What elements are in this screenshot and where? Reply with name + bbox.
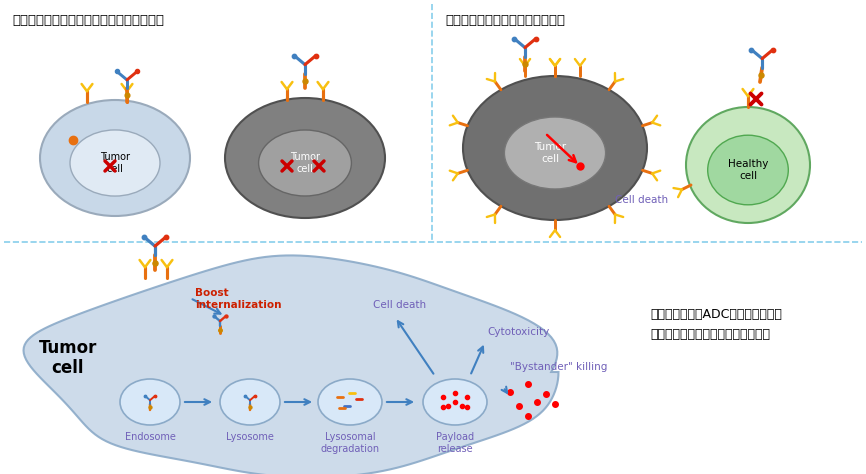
Ellipse shape	[40, 100, 190, 216]
Ellipse shape	[504, 117, 605, 189]
Ellipse shape	[708, 135, 788, 205]
Text: Healthy
cell: Healthy cell	[727, 159, 768, 181]
Text: Cytotoxicity: Cytotoxicity	[487, 327, 549, 337]
Text: 增强肿瘤细胞特异性，减少副作用: 增强肿瘤细胞特异性，减少副作用	[445, 14, 565, 27]
Text: Payload
release: Payload release	[436, 432, 474, 454]
Text: Cell death: Cell death	[373, 300, 427, 310]
Ellipse shape	[318, 379, 382, 425]
Text: Lysosomal
degradation: Lysosomal degradation	[320, 432, 379, 454]
Ellipse shape	[686, 107, 810, 223]
Text: Cell death: Cell death	[615, 195, 669, 205]
Ellipse shape	[463, 76, 647, 220]
Text: 内吞动力学机制，更高效的杀伤肿瘤: 内吞动力学机制，更高效的杀伤肿瘤	[650, 328, 770, 341]
Text: Boost
internalization: Boost internalization	[195, 288, 281, 310]
Ellipse shape	[120, 379, 180, 425]
Text: 同时靶向双肿瘤驱动信号通路，克服耐药性: 同时靶向双肿瘤驱动信号通路，克服耐药性	[12, 14, 164, 27]
Text: Tumor
cell: Tumor cell	[100, 152, 130, 174]
Text: Tumor
cell: Tumor cell	[39, 338, 97, 377]
Polygon shape	[23, 255, 559, 474]
Text: Tumor
cell: Tumor cell	[534, 142, 566, 164]
Ellipse shape	[220, 379, 280, 425]
Ellipse shape	[225, 98, 385, 218]
Text: 协同作用：双抗ADC产生新的结合和: 协同作用：双抗ADC产生新的结合和	[650, 308, 782, 321]
Ellipse shape	[70, 130, 160, 196]
Text: Tumor
cell: Tumor cell	[290, 152, 320, 174]
Text: Endosome: Endosome	[125, 432, 176, 442]
Ellipse shape	[423, 379, 487, 425]
Text: "Bystander" killing: "Bystander" killing	[510, 362, 607, 372]
Text: Lysosome: Lysosome	[226, 432, 274, 442]
Ellipse shape	[259, 130, 352, 196]
